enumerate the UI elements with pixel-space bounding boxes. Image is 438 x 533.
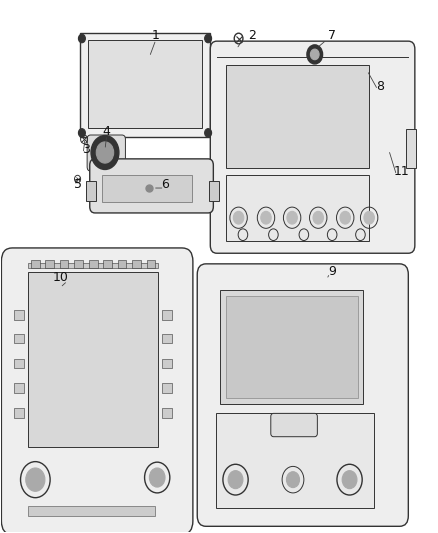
Circle shape xyxy=(228,471,243,489)
Bar xyxy=(220,290,364,405)
Circle shape xyxy=(364,212,374,224)
Text: 5: 5 xyxy=(74,178,81,191)
Circle shape xyxy=(96,142,114,163)
Text: 9: 9 xyxy=(328,265,336,278)
Text: 1: 1 xyxy=(152,29,160,42)
Circle shape xyxy=(26,468,45,491)
Circle shape xyxy=(78,34,85,43)
FancyBboxPatch shape xyxy=(90,159,213,213)
Circle shape xyxy=(149,468,165,487)
Bar xyxy=(162,408,172,418)
Bar xyxy=(14,310,24,319)
Circle shape xyxy=(233,212,244,224)
Circle shape xyxy=(307,45,322,64)
Bar xyxy=(89,260,98,268)
FancyBboxPatch shape xyxy=(87,135,125,171)
Bar xyxy=(226,296,358,398)
Bar xyxy=(103,260,112,268)
Bar xyxy=(86,181,96,201)
Bar xyxy=(14,408,24,418)
Bar xyxy=(88,40,201,127)
Circle shape xyxy=(78,128,85,137)
Bar xyxy=(162,359,172,368)
Bar xyxy=(60,260,68,268)
Text: 10: 10 xyxy=(52,271,68,284)
Circle shape xyxy=(286,472,300,488)
Circle shape xyxy=(205,128,212,137)
Circle shape xyxy=(261,212,271,224)
Bar xyxy=(14,359,24,368)
Bar xyxy=(102,175,191,202)
FancyBboxPatch shape xyxy=(1,248,193,533)
Bar xyxy=(28,272,158,447)
Bar xyxy=(14,334,24,343)
Bar xyxy=(147,260,155,268)
Bar xyxy=(32,260,40,268)
Bar xyxy=(162,334,172,343)
Text: 6: 6 xyxy=(161,178,169,191)
Bar xyxy=(117,260,126,268)
Circle shape xyxy=(313,212,323,224)
Bar xyxy=(162,310,172,319)
Bar xyxy=(162,383,172,393)
Bar xyxy=(46,260,54,268)
Bar xyxy=(14,383,24,393)
Bar xyxy=(226,65,369,168)
Circle shape xyxy=(91,135,119,169)
Circle shape xyxy=(205,34,212,43)
Bar xyxy=(28,263,158,268)
Text: 11: 11 xyxy=(394,165,410,177)
Text: 7: 7 xyxy=(328,29,336,42)
FancyBboxPatch shape xyxy=(271,414,318,437)
Bar xyxy=(209,181,219,201)
Circle shape xyxy=(340,212,350,224)
FancyBboxPatch shape xyxy=(197,264,408,526)
Text: 8: 8 xyxy=(376,80,384,93)
Bar xyxy=(74,260,83,268)
Bar xyxy=(132,260,141,268)
Bar xyxy=(215,414,374,508)
FancyBboxPatch shape xyxy=(210,41,415,253)
Bar xyxy=(226,175,369,241)
Bar xyxy=(28,506,155,516)
Circle shape xyxy=(342,471,357,489)
Text: 3: 3 xyxy=(82,143,90,156)
Bar xyxy=(406,128,416,168)
Circle shape xyxy=(287,212,297,224)
Circle shape xyxy=(311,49,319,60)
Text: 4: 4 xyxy=(102,125,110,138)
Bar xyxy=(80,33,210,136)
Text: 2: 2 xyxy=(248,29,256,42)
